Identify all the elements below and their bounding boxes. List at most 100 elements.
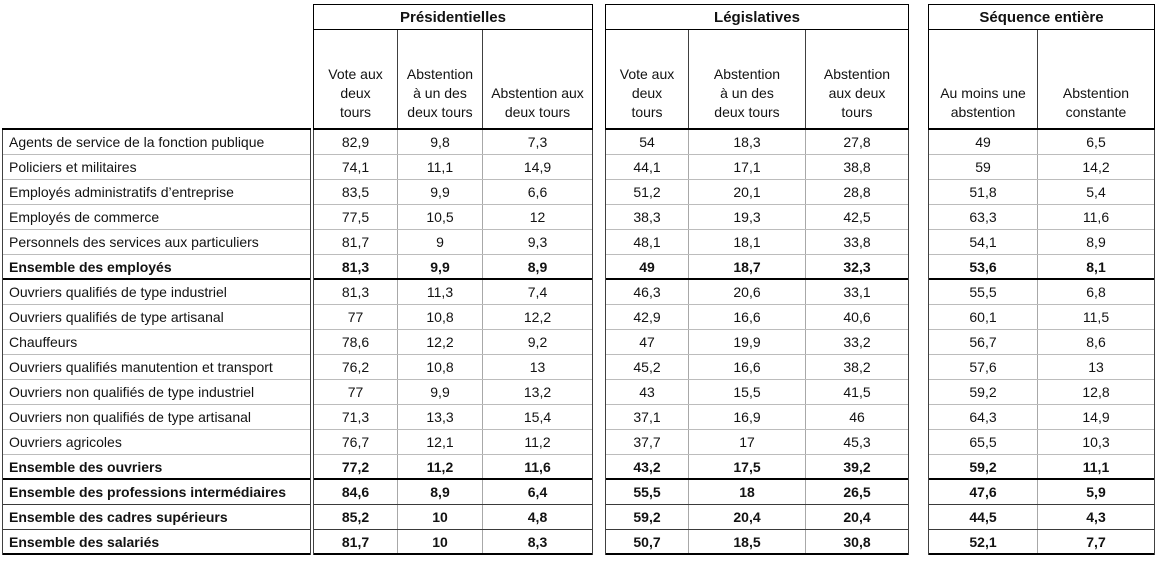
- row-label: Ensemble des cadres supérieurs: [9, 509, 228, 525]
- value-cell: 20,1: [689, 180, 806, 204]
- table-row: 74,1 11,1 14,9: [314, 155, 592, 180]
- value-cell: 83,5: [314, 180, 398, 204]
- table-row: 47,6 5,9: [929, 480, 1154, 505]
- table-row: 59,2 20,4 20,4: [606, 505, 908, 530]
- value-cell: 76,7: [314, 430, 398, 454]
- value-cell: 81,7: [314, 530, 398, 553]
- abstention-by-profession-table: Agents de service de la fonction publiqu…: [2, 4, 1155, 555]
- value-cell: 32,3: [843, 258, 871, 275]
- value-cell: 9,9: [398, 180, 483, 204]
- value-cell: 53,6: [929, 255, 1038, 278]
- table-row: 57,6 13: [929, 355, 1154, 380]
- value-cell: 18,3: [689, 130, 806, 154]
- table-row: 82,9 9,8 7,3: [314, 130, 592, 155]
- value-cell: 42,9: [606, 305, 689, 329]
- table-row: 51,8 5,4: [929, 180, 1154, 205]
- value-cell: 71,3: [314, 405, 398, 429]
- value-cell: 10,3: [1082, 434, 1110, 450]
- table-row: Agents de service de la fonction publiqu…: [3, 130, 310, 155]
- table-row: Employés administratifs d’entreprise: [3, 180, 310, 205]
- value-cell: 18,7: [689, 255, 806, 278]
- value-cell: 77,5: [314, 205, 398, 229]
- table-row: 60,1 11,5: [929, 305, 1154, 330]
- table-row: 77,2 11,2 11,6: [314, 455, 592, 480]
- value-cell: 10,8: [398, 355, 483, 379]
- table-row: Ensemble des ouvriers: [3, 455, 310, 480]
- table-row: 77 9,9 13,2: [314, 380, 592, 405]
- table-row: 52,1 7,7: [929, 530, 1154, 555]
- value-cell: 20,4: [689, 505, 806, 529]
- value-cell: 6,6: [527, 184, 548, 200]
- table-row: 54,1 8,9: [929, 230, 1154, 255]
- group-presidentielles: Présidentielles Vote aux deux tours Abst…: [313, 4, 593, 555]
- value-cell: 14,2: [1082, 159, 1110, 175]
- group-title: Législatives: [605, 4, 909, 30]
- value-cell: 9,8: [398, 130, 483, 154]
- value-cell: 9: [398, 230, 483, 254]
- value-cell: 16,9: [689, 405, 806, 429]
- value-cell: 18,5: [689, 530, 806, 553]
- table-row: 45,2 16,6 38,2: [606, 355, 908, 380]
- table-row: 78,6 12,2 9,2: [314, 330, 592, 355]
- table-row: 54 18,3 27,8: [606, 130, 908, 155]
- column-headers: Vote aux deux tours Abstention à un des …: [313, 30, 593, 130]
- value-cell: 59,2: [929, 380, 1038, 404]
- value-cell: 47,6: [929, 480, 1038, 504]
- value-cell: 13: [529, 359, 546, 375]
- value-cell: 77,2: [314, 455, 398, 478]
- value-cell: 81,3: [314, 280, 398, 304]
- table-row: 38,3 19,3 42,5: [606, 205, 908, 230]
- value-cell: 33,1: [843, 284, 871, 300]
- value-cell: 42,5: [843, 209, 871, 225]
- table-row: 81,3 11,3 7,4: [314, 280, 592, 305]
- value-cell: 10,5: [398, 205, 483, 229]
- value-cell: 43: [606, 380, 689, 404]
- value-cell: 56,7: [929, 330, 1038, 354]
- table-row: 77,5 10,5 12: [314, 205, 592, 230]
- value-cell: 9,9: [398, 255, 483, 278]
- table-row: 71,3 13,3 15,4: [314, 405, 592, 430]
- value-cell: 26,5: [843, 484, 871, 500]
- table-row: 65,5 10,3: [929, 430, 1154, 455]
- table-row: 50,7 18,5 30,8: [606, 530, 908, 555]
- column-header: Abstention à un des deux tours: [398, 30, 483, 128]
- row-label: Ensemble des professions intermédiaires: [9, 484, 286, 500]
- value-cell: 40,6: [843, 309, 871, 325]
- value-cell: 18: [689, 480, 806, 504]
- row-label-column: Agents de service de la fonction publiqu…: [2, 4, 311, 555]
- table-row: 76,7 12,1 11,2: [314, 430, 592, 455]
- value-cell: 59: [929, 155, 1038, 179]
- value-cell: 44,5: [929, 505, 1038, 529]
- column-header: Abstention aux deux tours: [491, 85, 584, 120]
- value-cell: 39,2: [843, 458, 871, 475]
- value-cell: 15,5: [689, 380, 806, 404]
- value-cell: 11,1: [398, 155, 483, 179]
- label-column-body: Agents de service de la fonction publiqu…: [2, 130, 311, 555]
- value-cell: 17: [689, 430, 806, 454]
- value-cell: 57,6: [929, 355, 1038, 379]
- value-cell: 12,1: [398, 430, 483, 454]
- column-header: Vote aux deux tours: [606, 30, 689, 128]
- value-cell: 38,3: [606, 205, 689, 229]
- table-row: 42,9 16,6 40,6: [606, 305, 908, 330]
- value-cell: 6,8: [1086, 284, 1106, 300]
- value-cell: 6,4: [527, 484, 548, 500]
- group-body: 49 6,5 59 14,2 51,8 5,4 63,3 11,6 54,1 8,9 53,6 8,1…: [928, 130, 1155, 555]
- column-header: Abstention aux deux tours: [823, 66, 891, 120]
- table-row: 59,2 11,1: [929, 455, 1154, 480]
- table-row: 37,1 16,9 46: [606, 405, 908, 430]
- value-cell: 4,8: [527, 509, 548, 525]
- value-cell: 59,2: [929, 455, 1038, 478]
- value-cell: 8,9: [398, 480, 483, 504]
- value-cell: 5,4: [1086, 184, 1106, 200]
- table-row: 84,6 8,9 6,4: [314, 480, 592, 505]
- table-row: Ouvriers qualifiés de type industriel: [3, 280, 310, 305]
- value-cell: 10: [398, 505, 483, 529]
- value-cell: 77: [314, 380, 398, 404]
- value-cell: 11,3: [398, 280, 483, 304]
- value-cell: 7,7: [1086, 533, 1106, 550]
- value-cell: 12,8: [1082, 384, 1110, 400]
- value-cell: 64,3: [929, 405, 1038, 429]
- row-label: Agents de service de la fonction publiqu…: [9, 134, 265, 150]
- table-row: Policiers et militaires: [3, 155, 310, 180]
